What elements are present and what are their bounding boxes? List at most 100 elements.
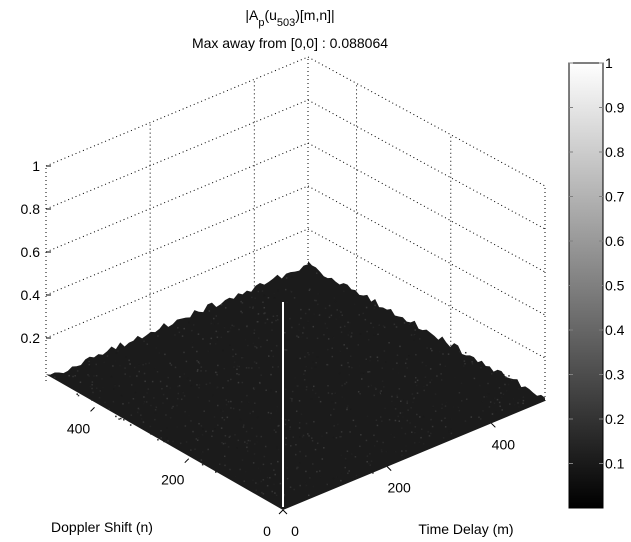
surface-speck — [185, 360, 188, 363]
surface-speck — [411, 393, 414, 395]
surface-speck — [375, 388, 377, 390]
surface-speck — [413, 339, 415, 341]
surface-speck — [431, 425, 434, 428]
surface-speck — [302, 434, 305, 437]
surface-speck — [201, 463, 204, 466]
surface-speck — [198, 386, 200, 389]
surface-speck — [284, 317, 287, 319]
surface-speck — [238, 365, 240, 368]
colorbar-tick-label: 0.8 — [605, 144, 625, 160]
surface-speck — [190, 449, 192, 451]
surface-speck — [167, 440, 169, 442]
surface-speck — [359, 333, 362, 335]
surface-speck — [316, 356, 319, 358]
surface-speck — [166, 397, 168, 400]
surface-speck — [430, 347, 432, 350]
surface-speck — [382, 441, 384, 444]
surface-speck — [233, 361, 236, 363]
surface-speck — [334, 402, 337, 404]
surface-speck — [222, 410, 224, 412]
surface-speck — [166, 427, 168, 429]
grid-line — [45, 228, 309, 339]
surface-speck — [397, 415, 399, 418]
surface-speck — [289, 290, 292, 292]
surface-speck — [308, 353, 310, 356]
surface-speck — [473, 377, 476, 380]
surface-speck — [408, 355, 410, 357]
surface-speck — [317, 303, 319, 306]
surface-speck — [252, 387, 255, 389]
surface-speck — [298, 427, 301, 429]
surface-speck — [229, 344, 231, 346]
surface-speck — [398, 420, 401, 422]
surface-speck — [518, 388, 520, 390]
surface-speck — [293, 488, 295, 491]
x-tick-label: 400 — [492, 436, 516, 452]
surface-speck — [313, 420, 315, 423]
surface-speck — [314, 299, 316, 302]
y-tick-label: 200 — [161, 472, 185, 488]
surface-speck — [340, 331, 343, 333]
surface-speck — [426, 347, 428, 349]
surface-speck — [91, 381, 94, 383]
surface-speck — [421, 361, 424, 364]
surface-speck — [434, 410, 437, 412]
surface-speck — [296, 385, 299, 387]
surface-speck — [312, 352, 314, 354]
surface-speck — [401, 454, 403, 457]
surface-speck — [311, 389, 314, 391]
surface-speck — [353, 461, 355, 463]
surface-speck — [230, 378, 232, 381]
surface-speck — [347, 321, 349, 324]
surface-speck — [288, 326, 290, 328]
surface-speck — [189, 379, 191, 382]
surface-speck — [214, 343, 217, 345]
surface-speck — [439, 363, 441, 366]
surface-speck — [132, 397, 135, 400]
surface-speck — [309, 288, 311, 291]
surface-speck — [157, 439, 159, 441]
surface-speck — [399, 412, 402, 414]
surface-speck — [277, 366, 280, 368]
surface-speck — [254, 345, 256, 348]
surface-speck — [196, 384, 198, 386]
surface-speck — [464, 351, 467, 354]
surface-speck — [298, 329, 300, 331]
z-tick-label: 0.2 — [21, 330, 41, 346]
surface-speck — [495, 411, 497, 413]
surface-speck — [136, 375, 138, 377]
surface-speck — [127, 402, 130, 404]
surface-speck — [414, 329, 417, 331]
surface-speck — [294, 377, 296, 379]
surface-speck — [442, 353, 444, 355]
surface-speck — [284, 418, 287, 421]
surface-speck — [471, 361, 473, 363]
surface-speck — [324, 307, 327, 310]
surface-speck — [346, 407, 348, 409]
surface-speck — [305, 365, 308, 368]
surface-speck — [344, 383, 346, 385]
surface-speck — [286, 301, 288, 304]
z-tick-label: 1 — [32, 158, 40, 174]
surface-speck — [270, 462, 272, 465]
surface-speck — [215, 315, 218, 317]
surface-speck — [318, 314, 321, 316]
surface-speck — [318, 470, 321, 472]
surface-speck — [160, 430, 162, 432]
surface-speck — [277, 449, 280, 451]
surface-speck — [190, 420, 192, 422]
surface-speck — [137, 407, 140, 410]
surface-speck — [397, 364, 400, 367]
surface-speck — [98, 396, 101, 399]
surface-speck — [273, 292, 276, 295]
surface-speck — [408, 323, 411, 326]
surface-speck — [240, 310, 242, 313]
surface-speck — [154, 366, 156, 369]
surface-speck — [407, 409, 409, 411]
surface-speck — [118, 418, 120, 420]
surface-speck — [338, 372, 341, 375]
surface-speck — [310, 398, 313, 400]
surface-speck — [179, 442, 182, 445]
grid-line — [45, 99, 309, 210]
surface-speck — [347, 362, 349, 364]
